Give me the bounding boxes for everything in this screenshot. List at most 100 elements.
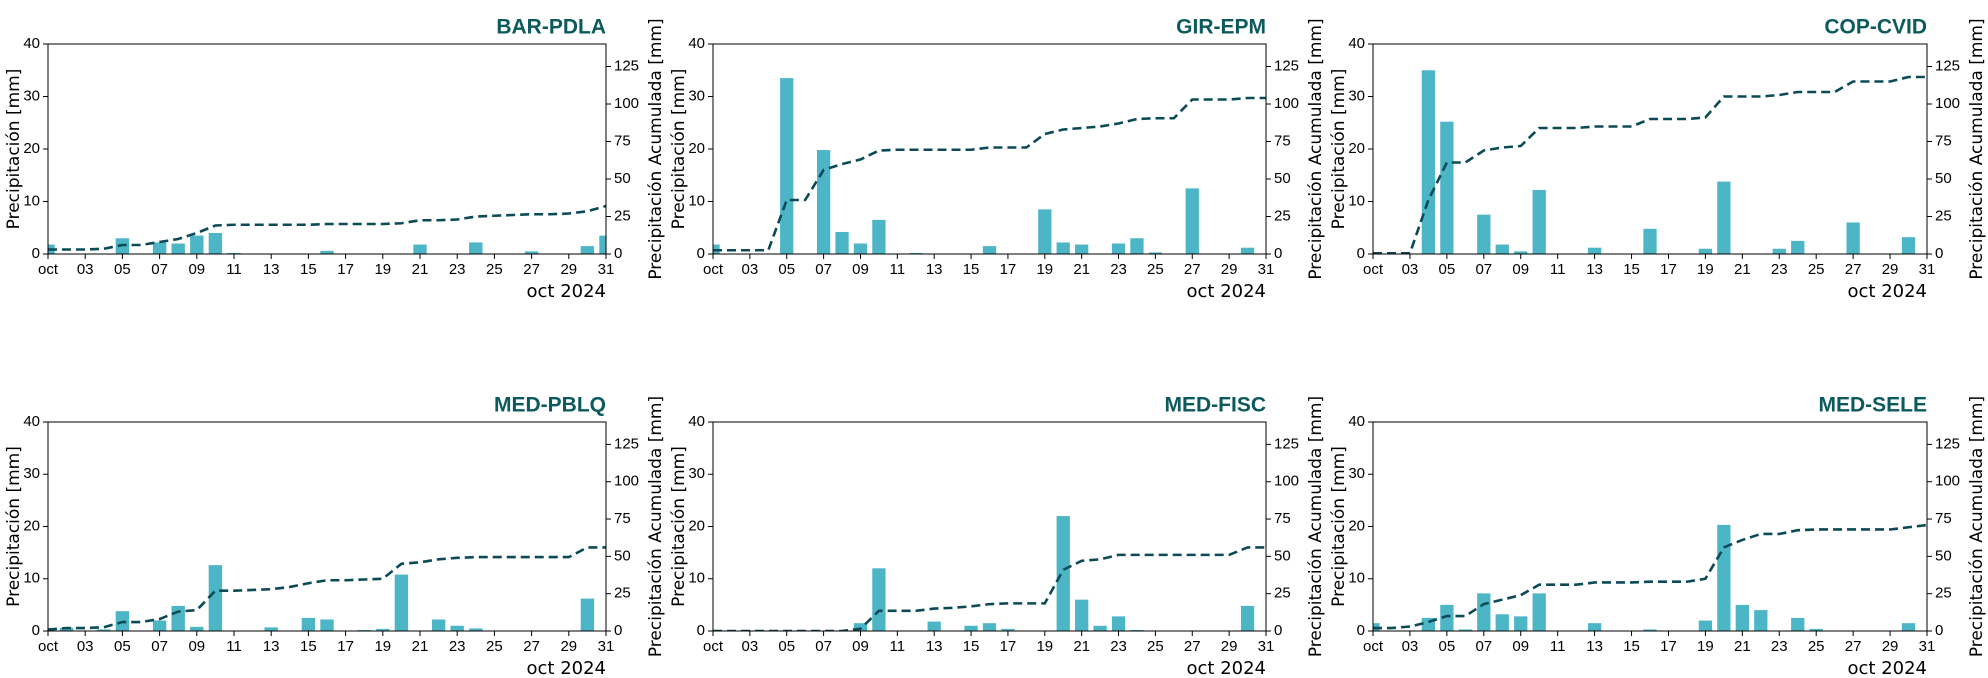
bar (1075, 599, 1089, 631)
x-tick-label: 05 (778, 261, 795, 278)
bar (1791, 240, 1805, 254)
bar (580, 246, 595, 254)
bar (1809, 628, 1823, 631)
y2-axis-label: Precipitación Acumulada [mm] (1306, 18, 1326, 279)
bar (524, 251, 539, 254)
y2-tick-label: 125 (614, 435, 639, 452)
bar (1038, 209, 1052, 254)
bar (982, 246, 997, 254)
x-tick-label: 11 (1550, 638, 1566, 655)
bar (1111, 243, 1126, 254)
x-tick-label: 07 (151, 638, 168, 655)
y2-tick-label: 25 (614, 585, 631, 602)
x-tick-label: 19 (1697, 261, 1714, 278)
x-tick-label: 19 (1036, 638, 1053, 655)
y2-tick-label: 100 (614, 473, 639, 490)
x-tick-label: 23 (449, 261, 466, 278)
cumulative-line (713, 96, 1266, 252)
x-tick-label: 27 (523, 638, 540, 655)
x-axis-label: oct 2024 (1848, 281, 1928, 302)
y-axis-label: Precipitación [mm] (1329, 446, 1349, 607)
bar (1240, 247, 1255, 254)
x-tick-label: 29 (1221, 261, 1238, 278)
x-tick-label: 15 (963, 261, 980, 278)
y2-tick-label: 100 (614, 95, 639, 112)
bar (1185, 188, 1199, 254)
plot-area (1373, 70, 1927, 254)
x-tick-label: 03 (77, 261, 94, 278)
bar (1698, 620, 1713, 631)
bar (357, 629, 371, 631)
x-tick-label: 31 (1258, 638, 1275, 655)
bar (1240, 605, 1255, 631)
bar (1846, 222, 1860, 254)
x-tick-label: 09 (188, 261, 205, 278)
bar (394, 574, 409, 631)
x-tick-label: 07 (1475, 638, 1492, 655)
x-tick-label: 31 (598, 638, 615, 655)
x-tick-label: 23 (1771, 638, 1788, 655)
x-tick-label: 21 (412, 638, 429, 655)
x-tick-label: 05 (114, 638, 131, 655)
x-tick-label: 13 (1586, 261, 1603, 278)
y2-tick-label: 0 (1274, 622, 1282, 639)
y2-axis-label: Precipitación Acumulada [mm] (1967, 18, 1987, 279)
bar (1477, 214, 1491, 254)
x-axis-label: oct 2024 (1187, 281, 1267, 302)
y2-tick-label: 25 (1935, 585, 1952, 602)
panel: 0 10 20 30 40 0 25 50 75 100 125 oct 03 05 07 09 11 13 15 1… (1329, 394, 1987, 678)
x-tick-label: 29 (1882, 638, 1899, 655)
x-tick-label: 05 (1439, 638, 1456, 655)
y-axis-label: Precipitación [mm] (1329, 69, 1349, 230)
axes-frame (47, 43, 607, 255)
x-tick-label: oct (38, 638, 59, 655)
bar (1532, 593, 1546, 631)
y-tick-label: 10 (688, 570, 705, 587)
y2-tick-label: 50 (614, 170, 631, 187)
x-tick-label: 25 (1808, 261, 1825, 278)
panel-title: BAR-PDLA (496, 16, 606, 39)
bar (1532, 189, 1546, 254)
x-tick-label: 17 (1660, 261, 1677, 278)
y2-tick-label: 0 (614, 245, 622, 262)
y2-tick-label: 100 (1274, 473, 1299, 490)
y2-axis-label: Precipitación Acumulada [mm] (646, 396, 666, 657)
y-tick-label: 40 (1348, 35, 1365, 52)
bar (1514, 616, 1528, 631)
cumulative-line (1373, 523, 1927, 630)
y-tick-label: 30 (688, 465, 705, 482)
bar (1111, 616, 1126, 631)
bar (301, 617, 316, 631)
y-tick-label: 0 (32, 245, 40, 262)
x-tick-label: 31 (598, 261, 615, 278)
panel-title: MED-FISC (1165, 394, 1267, 417)
y-axis-label: Precipitación [mm] (669, 446, 689, 607)
bar (1075, 244, 1089, 254)
bar (1440, 121, 1454, 254)
y2-axis-label: Precipitación Acumulada [mm] (646, 18, 666, 279)
y-tick-label: 40 (1348, 413, 1365, 430)
x-tick-label: 03 (1402, 638, 1419, 655)
y2-tick-label: 75 (1935, 510, 1952, 527)
y2-axis-label: Precipitación Acumulada [mm] (1306, 396, 1326, 657)
x-tick-label: 13 (926, 261, 943, 278)
x-tick-label: 11 (890, 261, 906, 278)
bar (816, 150, 831, 254)
bar (1698, 248, 1713, 254)
y-tick-label: 0 (1357, 245, 1365, 262)
bar (1458, 629, 1472, 631)
y2-tick-label: 100 (1274, 95, 1299, 112)
y2-tick-label: 75 (614, 510, 631, 527)
panel: 0 10 20 30 40 0 25 50 75 100 125 oct 03 05 07 09 11 13 15 1… (4, 394, 666, 678)
y2-tick-label: 25 (1274, 585, 1291, 602)
axes-frame (1372, 421, 1928, 632)
x-tick-label: 15 (963, 638, 980, 655)
plot-area (713, 78, 1266, 254)
x-tick-label: 25 (486, 261, 503, 278)
bar (1495, 244, 1509, 254)
y-axis-label: Precipitación [mm] (4, 446, 24, 607)
x-tick-label: 25 (1808, 638, 1825, 655)
x-tick-label: 19 (374, 261, 391, 278)
x-tick-label: 03 (742, 638, 759, 655)
y-tick-label: 20 (23, 517, 40, 534)
